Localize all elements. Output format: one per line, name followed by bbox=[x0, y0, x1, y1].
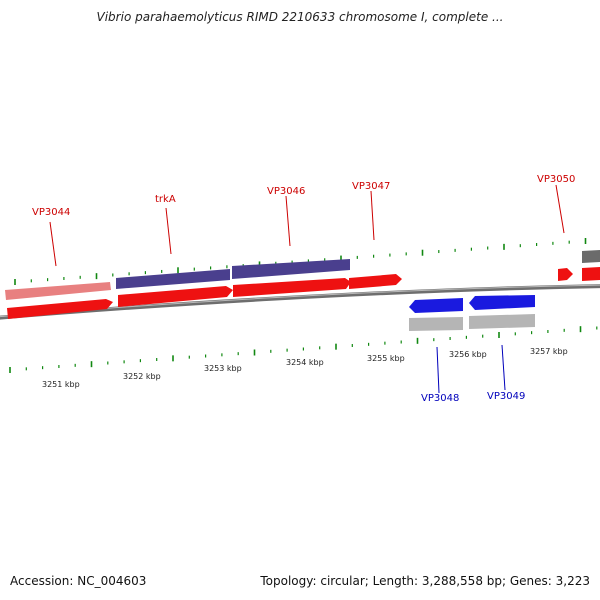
leader-vp3046 bbox=[285, 195, 291, 247]
forward-gene-track bbox=[5, 250, 600, 300]
scale-label: 3257 kbp bbox=[530, 347, 568, 356]
gene-arrow-vp3049[interactable] bbox=[469, 295, 535, 310]
scale-label: 3253 kbp bbox=[204, 364, 242, 373]
scale-label: 3256 kbp bbox=[449, 350, 487, 359]
label-trka[interactable]: trkA bbox=[155, 194, 176, 205]
scale-label: 3254 kbp bbox=[286, 358, 324, 367]
reverse-tick-row bbox=[9, 326, 598, 373]
forward-cds-track bbox=[7, 267, 600, 319]
cds-bar-vp3048[interactable] bbox=[409, 317, 463, 331]
cds-arrow-vp3050-a[interactable] bbox=[558, 268, 573, 281]
label-vp3048[interactable]: VP3048 bbox=[421, 393, 459, 404]
cds-arrow-vp3047[interactable] bbox=[349, 274, 402, 289]
leader-trka bbox=[165, 207, 172, 255]
cds-arrow-trka[interactable] bbox=[118, 286, 233, 307]
gene-bar-vp3044[interactable] bbox=[5, 282, 111, 300]
cds-bar-vp3049[interactable] bbox=[469, 314, 535, 329]
leader-vp3049 bbox=[501, 344, 506, 391]
label-vp3044[interactable]: VP3044 bbox=[32, 207, 70, 218]
gene-bar-trka[interactable] bbox=[116, 269, 230, 289]
cds-arrow-vp3044[interactable] bbox=[7, 299, 113, 319]
forward-tick-row bbox=[14, 238, 587, 285]
gene-arrow-vp3048[interactable] bbox=[409, 298, 463, 313]
label-leaders bbox=[49, 184, 565, 394]
reverse-gene-track bbox=[409, 295, 535, 331]
scale-label: 3251 kbp bbox=[42, 380, 80, 389]
accession-text: Accession: NC_004603 bbox=[10, 574, 147, 588]
gene-bar-vp3046[interactable] bbox=[232, 259, 350, 279]
scale-label: 3252 kbp bbox=[123, 372, 161, 381]
leader-vp3047 bbox=[370, 190, 375, 241]
gene-bar-vp3050-fragment[interactable] bbox=[582, 250, 600, 263]
label-vp3047[interactable]: VP3047 bbox=[352, 181, 390, 192]
leader-vp3048 bbox=[436, 346, 440, 394]
map-title: Vibrio parahaemolyticus RIMD 2210633 chr… bbox=[96, 10, 504, 24]
topology-summary: Topology: circular; Length: 3,288,558 bp… bbox=[260, 574, 590, 588]
scale-labels: 3251 kbp 3252 kbp 3253 kbp 3254 kbp 3255… bbox=[42, 347, 568, 389]
leader-vp3044 bbox=[49, 221, 57, 267]
scale-label: 3255 kbp bbox=[367, 354, 405, 363]
label-vp3049[interactable]: VP3049 bbox=[487, 391, 525, 402]
cds-arrow-vp3046[interactable] bbox=[233, 278, 351, 297]
label-vp3050[interactable]: VP3050 bbox=[537, 174, 575, 185]
leader-vp3050 bbox=[555, 184, 565, 234]
label-vp3046[interactable]: VP3046 bbox=[267, 186, 305, 197]
cds-arrow-vp3050-b[interactable] bbox=[582, 267, 600, 281]
gene-labels: VP3044 trkA VP3046 VP3047 VP3050 VP3048 … bbox=[32, 174, 575, 404]
